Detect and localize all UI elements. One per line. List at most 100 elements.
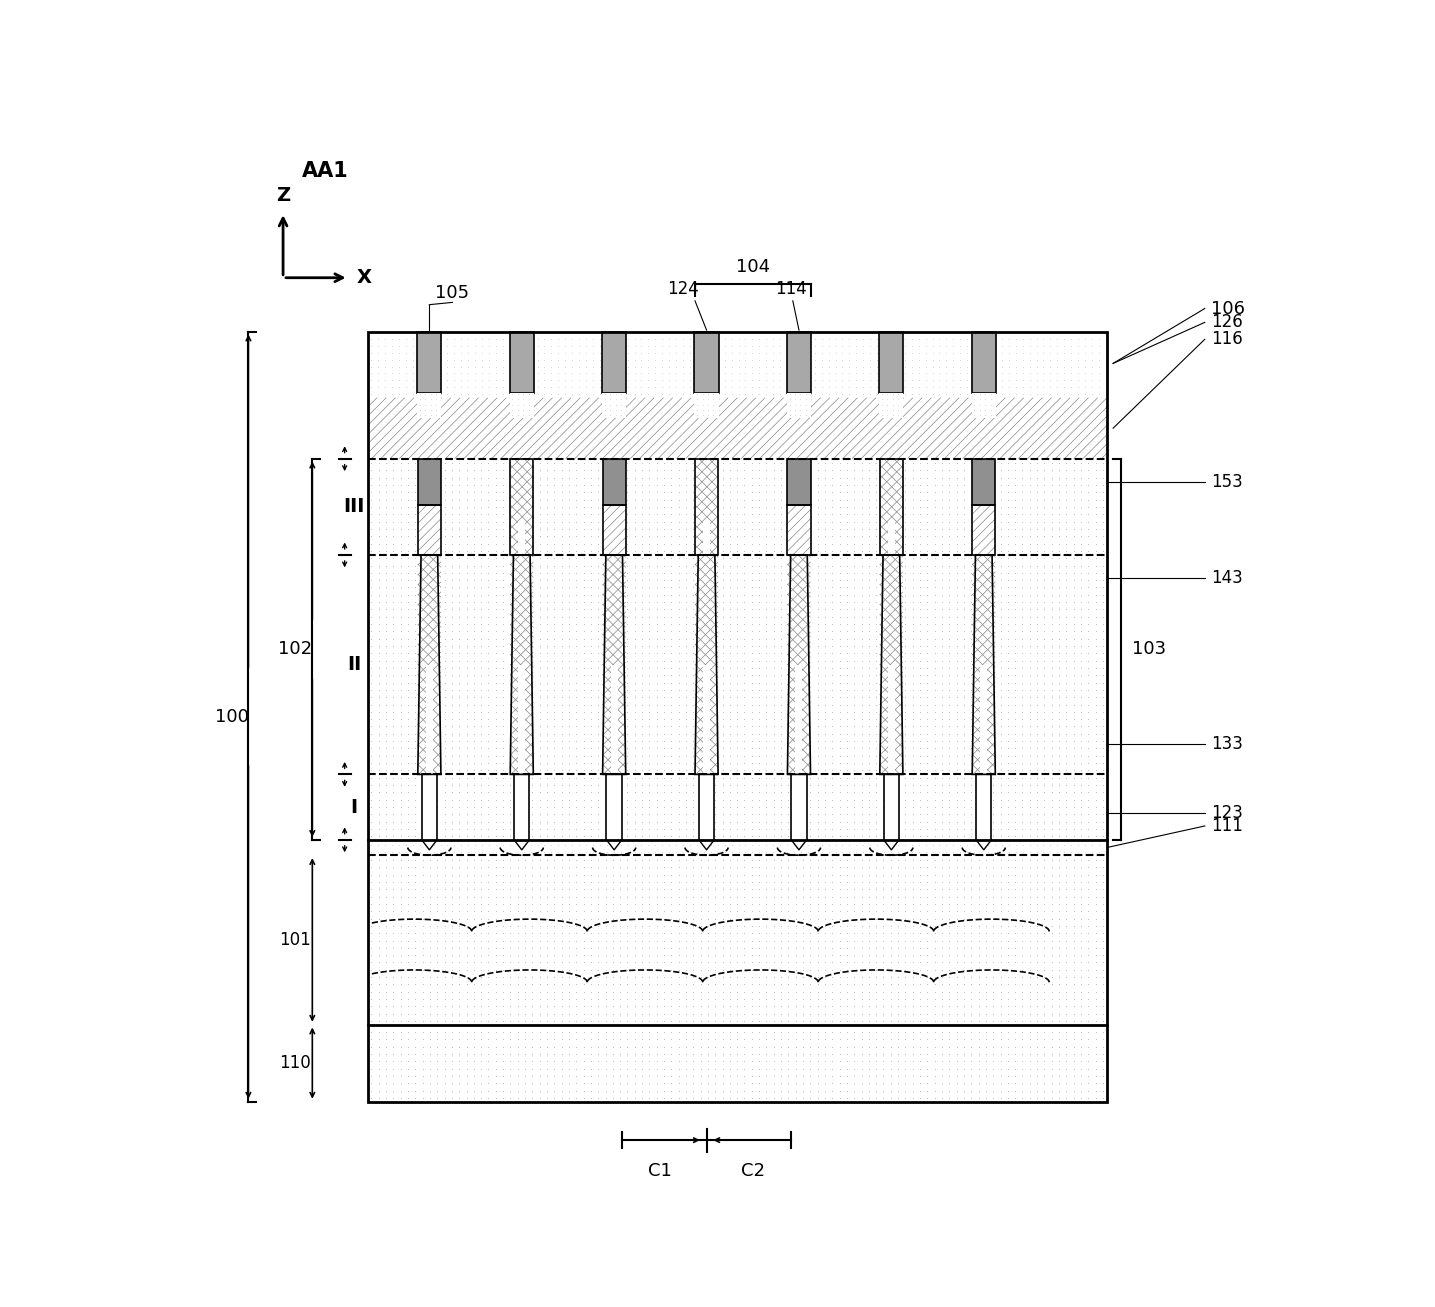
Point [1076,850,1099,870]
Point [367,342,390,363]
Point [375,613,397,634]
Point [667,452,690,473]
Point [1026,974,1049,995]
Bar [695,459,718,555]
Point [630,376,653,397]
Point [426,1051,449,1072]
Point [653,1080,676,1100]
Point [492,945,515,966]
Point [403,967,426,988]
Point [535,1010,558,1031]
Point [755,336,778,357]
Point [507,864,530,885]
Point [441,621,464,642]
Point [806,872,829,893]
Point [696,584,719,605]
Point [689,511,712,532]
Point [514,1010,537,1031]
Point [806,738,829,759]
Point [916,759,938,780]
Point [1059,834,1082,855]
Point [594,951,617,972]
Point [616,974,639,995]
Point [660,974,683,995]
Point [796,363,819,384]
Point [484,1010,507,1031]
Point [433,1051,456,1072]
Point [1062,1036,1085,1057]
Point [492,775,515,796]
Point [375,1080,397,1100]
Point [1012,613,1035,634]
Point [550,497,573,518]
Point [550,923,573,944]
Point [507,680,530,701]
Point [580,650,603,670]
Point [689,629,712,650]
Point [682,767,705,788]
Point [623,562,646,583]
Point [1019,1029,1042,1050]
Point [403,996,426,1017]
Point [499,540,522,561]
Point [960,864,983,885]
Point [769,834,792,855]
Point [703,1065,726,1086]
Point [565,708,588,729]
Point [1012,376,1035,397]
Point [1055,959,1078,980]
Point [835,857,858,878]
Point [689,505,712,525]
Point [587,996,610,1017]
Point [850,533,872,554]
Point [776,996,799,1017]
Point [894,886,917,907]
Point [1092,937,1115,958]
Point [1019,702,1042,723]
Point [389,886,412,907]
Point [587,505,610,525]
Point [682,745,705,766]
Point [492,460,515,481]
Point [653,894,676,915]
Point [1033,452,1056,473]
Point [689,533,712,554]
Point [821,826,844,847]
Point [755,996,778,1017]
Point [769,850,792,870]
Point [389,474,412,495]
Point [850,489,872,510]
Point [850,576,872,597]
Point [639,818,662,839]
Point [880,474,903,495]
Point [449,384,472,405]
Point [726,923,749,944]
Point [755,857,778,878]
Point [653,1022,676,1043]
Point [565,996,588,1017]
Point [492,1073,515,1094]
Point [623,1029,646,1050]
Point [938,643,961,664]
Point [653,489,676,510]
Point [667,570,690,591]
Point [733,782,756,802]
Point [989,643,1012,664]
Point [806,1014,829,1035]
Point [646,804,669,825]
Point [960,650,983,670]
Point [412,878,435,899]
Point [419,1065,442,1086]
Point [872,533,895,554]
Point [1004,384,1027,405]
Point [857,548,880,569]
Point [594,782,617,802]
Point [916,982,938,1002]
Point [682,650,705,670]
Point [789,349,812,370]
Point [740,1022,763,1043]
Point [422,356,445,376]
Point [682,759,705,780]
Point [821,533,844,554]
Point [492,680,515,701]
